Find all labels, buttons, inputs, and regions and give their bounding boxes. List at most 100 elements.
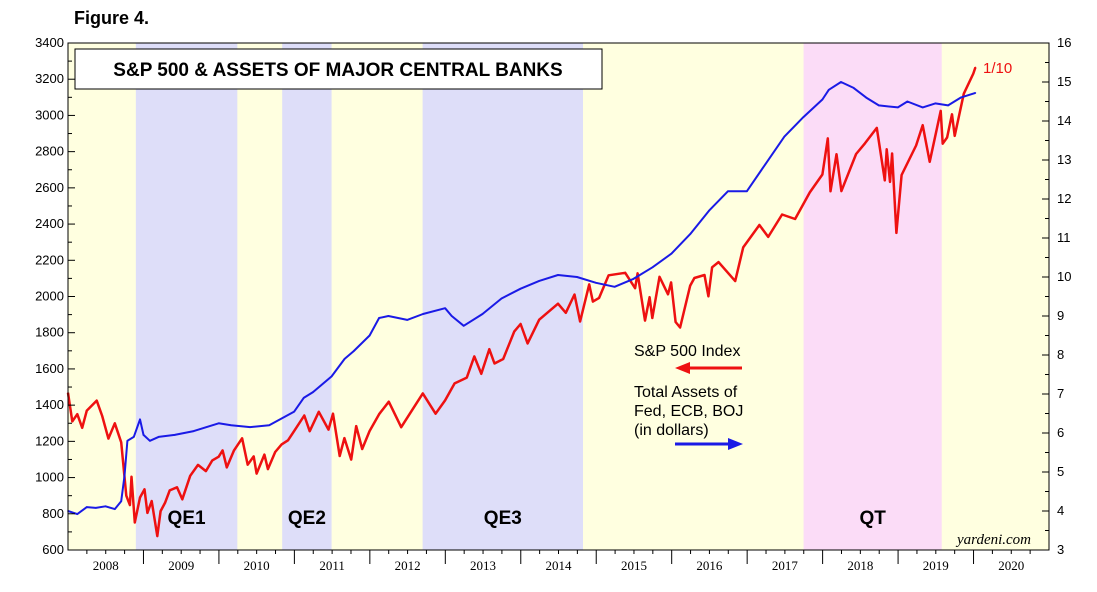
data-point — [221, 449, 224, 452]
right-tick-label: 14 — [1057, 113, 1071, 128]
data-point — [783, 135, 786, 138]
data-point — [481, 313, 484, 315]
data-point — [781, 213, 783, 216]
data-point — [332, 412, 334, 415]
data-point — [343, 358, 346, 360]
right-tick-label: 12 — [1057, 191, 1071, 206]
data-point — [249, 426, 251, 428]
left-tick-label: 1800 — [35, 325, 64, 340]
data-point — [670, 252, 673, 255]
data-point — [972, 72, 975, 75]
data-point — [764, 163, 767, 165]
data-point — [211, 459, 214, 462]
data-point — [343, 437, 346, 439]
data-point — [422, 392, 424, 395]
right-tick-label: 16 — [1057, 35, 1071, 50]
data-point — [865, 96, 868, 99]
data-point — [107, 437, 110, 440]
x-tick-label: 2018 — [847, 558, 873, 573]
data-point — [864, 142, 866, 145]
data-point — [538, 280, 540, 282]
data-point — [302, 397, 305, 399]
data-point — [717, 261, 720, 263]
x-tick-label: 2017 — [772, 558, 799, 573]
right-tick-label: 6 — [1057, 425, 1064, 440]
data-point — [338, 455, 341, 457]
data-point — [480, 373, 483, 375]
data-point — [565, 311, 567, 314]
data-point — [488, 348, 491, 350]
data-point — [934, 102, 937, 105]
data-point — [293, 410, 295, 413]
data-point — [293, 430, 295, 432]
data-point — [217, 455, 220, 458]
data-point — [734, 280, 736, 282]
assets-points — [67, 81, 977, 515]
legend-assets-label-line2: Fed, ECB, BOJ — [634, 403, 743, 420]
data-point — [885, 148, 888, 151]
x-tick-label: 2008 — [93, 558, 119, 573]
data-point — [85, 409, 88, 412]
data-point — [727, 190, 729, 192]
data-point — [767, 236, 770, 238]
data-point — [828, 89, 830, 91]
data-point — [139, 418, 141, 421]
data-point — [794, 218, 796, 220]
data-point — [246, 463, 249, 466]
shaded-bands — [68, 43, 1049, 550]
data-point — [742, 246, 745, 249]
data-point — [573, 293, 576, 296]
band-qe1 — [135, 43, 238, 550]
data-point — [689, 233, 692, 235]
legend-assets-label-line3: (in dollars) — [634, 422, 709, 439]
data-point — [636, 272, 639, 275]
data-point — [241, 437, 243, 440]
data-point — [946, 136, 948, 139]
left-tick-label: 2800 — [35, 144, 64, 159]
left-tick-label: 3000 — [35, 107, 64, 122]
data-point — [205, 470, 207, 472]
data-point — [95, 507, 97, 509]
data-point — [76, 413, 79, 415]
data-point — [85, 506, 88, 508]
data-point — [139, 496, 141, 499]
data-point — [588, 283, 591, 286]
data-point — [670, 281, 672, 284]
band-qe3 — [422, 43, 583, 550]
title-box-frame — [74, 48, 603, 90]
data-point — [350, 458, 353, 461]
data-point — [159, 510, 162, 512]
title-box: S&P 500 & ASSETS OF MAJOR CENTRAL BANKS — [74, 48, 603, 90]
data-point — [303, 414, 306, 417]
data-point — [941, 142, 944, 145]
data-point — [519, 323, 522, 325]
left-tick-label: 3400 — [35, 35, 64, 50]
data-point — [142, 434, 145, 436]
data-point — [746, 190, 748, 192]
data-point — [120, 500, 122, 503]
data-point — [519, 287, 522, 290]
right-tick-label: 4 — [1057, 503, 1064, 518]
data-point — [355, 425, 358, 427]
data-point — [378, 317, 380, 319]
data-point — [875, 127, 878, 129]
data-point — [444, 399, 446, 402]
data-point — [134, 521, 136, 524]
data-point — [840, 190, 843, 192]
data-point — [921, 124, 924, 127]
data-point — [634, 287, 636, 289]
data-point — [197, 464, 199, 466]
data-point — [906, 100, 909, 103]
data-point — [255, 472, 258, 475]
left-tick-label: 3200 — [35, 71, 64, 86]
legend-sp500-label: S&P 500 Index — [634, 343, 740, 360]
x-tick-label: 2015 — [621, 558, 647, 573]
data-point — [233, 449, 235, 452]
data-point — [884, 179, 886, 182]
data-point — [878, 104, 880, 107]
data-point — [538, 318, 540, 321]
data-point — [921, 106, 924, 109]
data-point — [368, 334, 371, 337]
left-tick-label: 800 — [42, 506, 64, 521]
